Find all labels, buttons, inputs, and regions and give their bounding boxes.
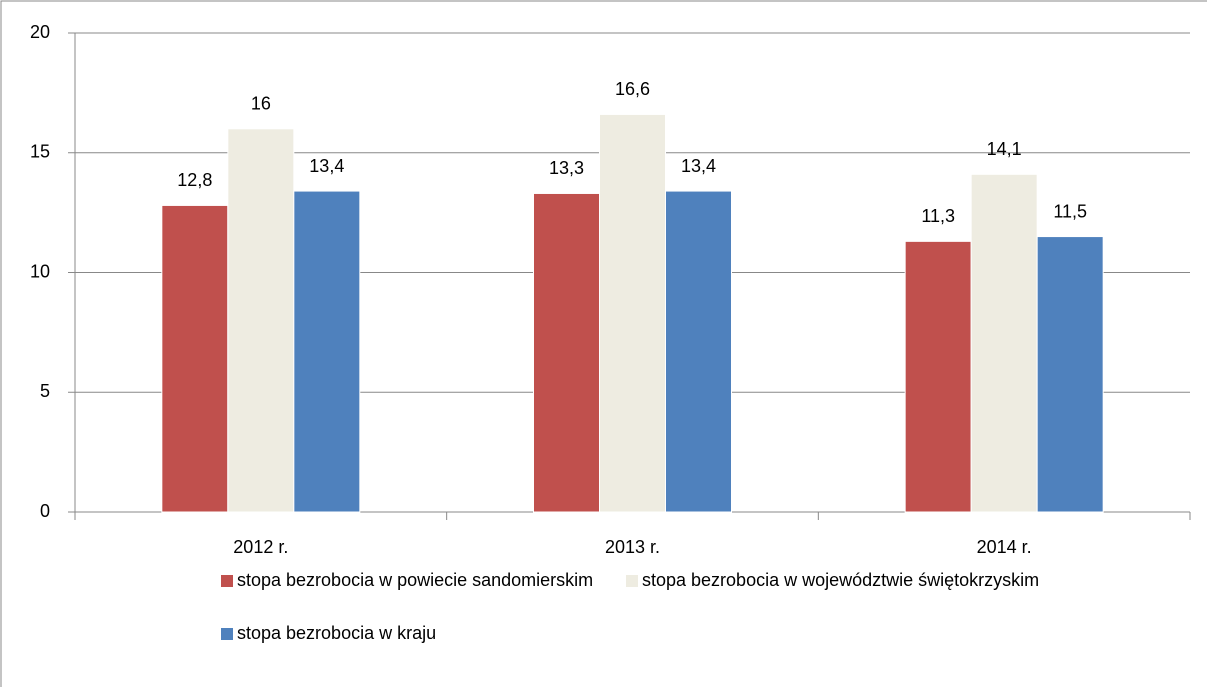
value-label: 13,3 (549, 158, 584, 178)
value-label: 12,8 (177, 170, 212, 190)
bar (970, 173, 1038, 513)
bar (293, 190, 361, 513)
value-label: 16 (251, 94, 271, 114)
legend-label: stopa bezrobocia w województwie świętokr… (642, 570, 1039, 590)
bar (161, 204, 229, 513)
legend-swatch (626, 575, 638, 587)
y-tick-label: 0 (40, 501, 50, 521)
value-label: 11,5 (1053, 201, 1087, 221)
value-label: 13,4 (681, 156, 716, 176)
value-label: 16,6 (615, 79, 650, 99)
legend-label: stopa bezrobocia w kraju (237, 623, 436, 643)
value-label: 11,3 (921, 206, 955, 226)
bar (533, 192, 600, 513)
bar (665, 190, 732, 513)
x-tick-label: 2012 r. (233, 537, 288, 557)
legend-swatch (221, 628, 233, 640)
bar (599, 113, 666, 513)
legend-swatch (221, 575, 233, 587)
value-label: 14,1 (987, 139, 1022, 159)
legend-label: stopa bezrobocia w powiecie sandomierski… (237, 570, 593, 590)
y-tick-label: 5 (40, 381, 50, 401)
y-tick-label: 10 (30, 261, 50, 281)
bar (227, 128, 295, 513)
bar (1036, 236, 1104, 513)
y-tick-label: 20 (30, 22, 50, 42)
value-label: 13,4 (309, 156, 344, 176)
x-tick-label: 2013 r. (605, 537, 660, 557)
bar (904, 240, 972, 513)
x-tick-label: 2014 r. (977, 537, 1032, 557)
y-tick-label: 15 (30, 142, 50, 162)
